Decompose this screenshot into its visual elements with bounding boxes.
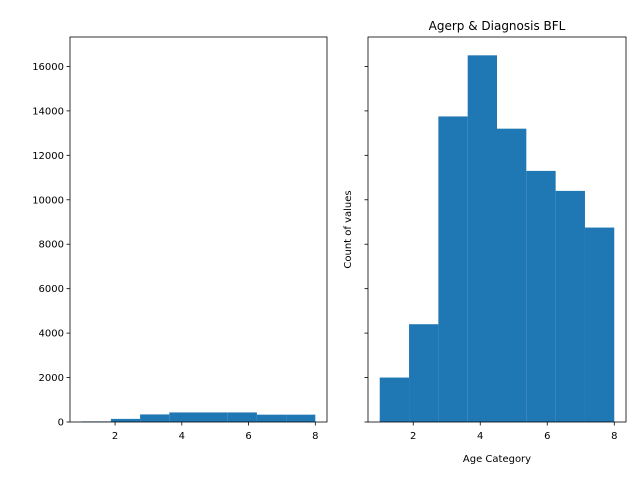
x-tick-label: 6: [544, 431, 550, 442]
y-tick-label: 12000: [32, 151, 64, 162]
x-tick-label: 6: [245, 431, 251, 442]
histogram-bar: [379, 377, 410, 422]
histogram-bar: [467, 55, 497, 422]
histogram-bar: [497, 128, 527, 423]
histogram-bar: [409, 324, 439, 422]
x-tick-label: 2: [112, 431, 118, 442]
x-axis-label: Age Category: [463, 454, 531, 465]
chart-title: Agerp & Diagnosis BFL: [429, 19, 566, 33]
histogram-bar: [438, 116, 468, 422]
left-subplot: 2 4 6 8 0 2000 4000 6000 8000 10000 12000 14000 1600…: [32, 36, 328, 442]
y-tick-label: 2000: [39, 373, 64, 384]
histogram-bar: [140, 414, 170, 422]
histogram-bar: [169, 412, 199, 422]
histogram-bar: [227, 412, 257, 422]
y-tick-label: 16000: [32, 62, 64, 73]
y-tick-label: 6000: [39, 284, 64, 295]
histogram-bar: [110, 418, 141, 422]
x-tick-label: 4: [477, 431, 483, 442]
y-tick-label: 0: [58, 418, 64, 429]
axes-frame: [367, 36, 627, 423]
histogram-bar: [256, 414, 287, 422]
x-tick-label: 2: [410, 431, 416, 442]
histogram-bar: [584, 227, 615, 422]
x-tick-label: 8: [611, 431, 617, 442]
x-tick-label: 8: [312, 431, 318, 442]
y-tick-label: 4000: [39, 329, 64, 340]
histogram-bar: [555, 190, 585, 422]
histogram-bar: [286, 414, 316, 422]
y-tick-label: 14000: [32, 106, 64, 117]
histogram-bar: [198, 412, 228, 422]
x-tick-label: 4: [179, 431, 185, 442]
y-tick-label: 8000: [39, 240, 64, 251]
y-axis-label: Count of values: [343, 190, 354, 268]
axes-frame: [69, 36, 328, 423]
y-tick-label: 10000: [32, 195, 64, 206]
histogram-bar: [526, 170, 556, 422]
right-subplot: 2 4 6 8 Agerp & Diagnosis BFL Age Category Cou…: [343, 19, 627, 465]
